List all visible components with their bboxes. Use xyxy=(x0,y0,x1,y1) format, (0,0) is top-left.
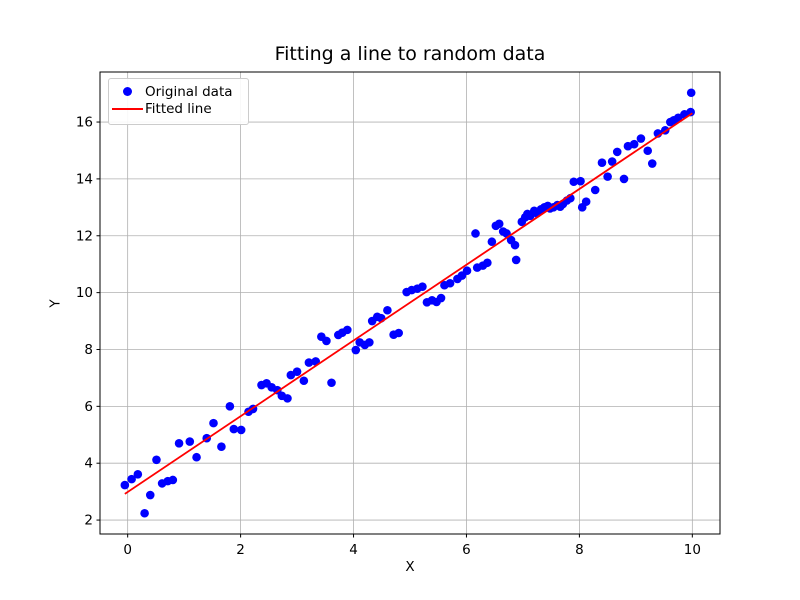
y-tick-label: 8 xyxy=(84,342,93,358)
scatter-point xyxy=(510,240,520,250)
legend-marker-fitted-line xyxy=(109,107,145,110)
scatter-point xyxy=(597,158,607,167)
scatter-point xyxy=(607,157,617,166)
scatter-point xyxy=(418,282,427,291)
line-marker-icon xyxy=(111,107,143,110)
scatter-point xyxy=(120,480,130,490)
scatter-point xyxy=(322,336,331,346)
scatter-point xyxy=(192,452,201,462)
scatter-point xyxy=(127,474,136,484)
scatter-point xyxy=(365,338,374,347)
scatter-point xyxy=(603,172,612,181)
scatter-point xyxy=(612,147,622,157)
x-tick-label: 8 xyxy=(575,542,584,558)
scatter-point xyxy=(383,305,392,315)
y-tick-label: 2 xyxy=(84,513,93,529)
y-axis-label: Y xyxy=(47,299,64,308)
legend-label-fitted-line: Fitted line xyxy=(145,100,212,117)
scatter-point xyxy=(168,475,178,485)
legend-item-fitted-line: Fitted line xyxy=(109,100,248,117)
scatter-point xyxy=(483,258,492,268)
scatter-point xyxy=(185,437,195,446)
scatter-point xyxy=(304,358,314,367)
scatter-point xyxy=(292,367,302,376)
scatter-point xyxy=(471,229,480,238)
y-tick-label: 6 xyxy=(84,399,93,415)
scatter-point xyxy=(619,174,629,184)
legend-item-original-data: Original data xyxy=(109,83,248,100)
scatter-point xyxy=(487,237,497,247)
scatter-point xyxy=(647,159,657,168)
y-tick-label: 16 xyxy=(76,115,93,131)
x-tick-label: 10 xyxy=(684,542,701,558)
scatter-point xyxy=(511,255,521,265)
x-tick-label: 0 xyxy=(123,542,132,558)
scatter-point xyxy=(462,266,472,276)
scatter-point xyxy=(629,139,639,149)
scatter-point xyxy=(590,185,600,195)
x-axis-label: X xyxy=(405,559,415,575)
scatter-point xyxy=(494,219,504,229)
scatter-point xyxy=(174,439,184,448)
scatter-point xyxy=(133,469,143,479)
chart-title: Fitting a line to random data xyxy=(274,43,546,65)
scatter-point xyxy=(229,424,239,434)
scatter-point xyxy=(225,402,235,411)
scatter-point xyxy=(686,88,696,98)
y-tick-label: 12 xyxy=(76,228,93,244)
fitted-line xyxy=(124,112,693,495)
y-tick-label: 10 xyxy=(76,285,93,301)
legend: Original data Fitted line xyxy=(108,78,249,125)
x-tick-label: 6 xyxy=(462,542,471,558)
scatter-point xyxy=(327,378,336,388)
scatter-point xyxy=(299,376,309,386)
scatter-point xyxy=(283,394,292,403)
scatter-marker-icon xyxy=(122,87,132,96)
scatter-point xyxy=(217,442,226,452)
y-tick-label: 14 xyxy=(76,171,93,187)
axes-border xyxy=(99,71,721,535)
scatter-point xyxy=(445,278,455,288)
scatter-point xyxy=(576,176,585,186)
x-tick-label: 4 xyxy=(349,542,358,558)
y-tick-label: 4 xyxy=(84,456,93,472)
scatter-point xyxy=(145,490,155,500)
scatter-point xyxy=(152,455,161,465)
scatter-point xyxy=(394,328,404,338)
scatter-point xyxy=(643,146,653,156)
legend-label-original-data: Original data xyxy=(145,83,233,100)
scatter-point xyxy=(436,293,446,303)
scatter-point xyxy=(343,325,352,335)
legend-marker-original-data xyxy=(109,87,145,96)
scatter-point xyxy=(581,197,591,206)
scatter-point xyxy=(686,107,695,117)
x-tick-label: 2 xyxy=(236,542,245,558)
scatter-point xyxy=(236,425,246,435)
scatter-point xyxy=(209,418,218,428)
scatter-point xyxy=(351,345,361,355)
scatter-point xyxy=(636,134,646,143)
scatter-point xyxy=(140,508,149,518)
scatter-point xyxy=(569,177,579,187)
